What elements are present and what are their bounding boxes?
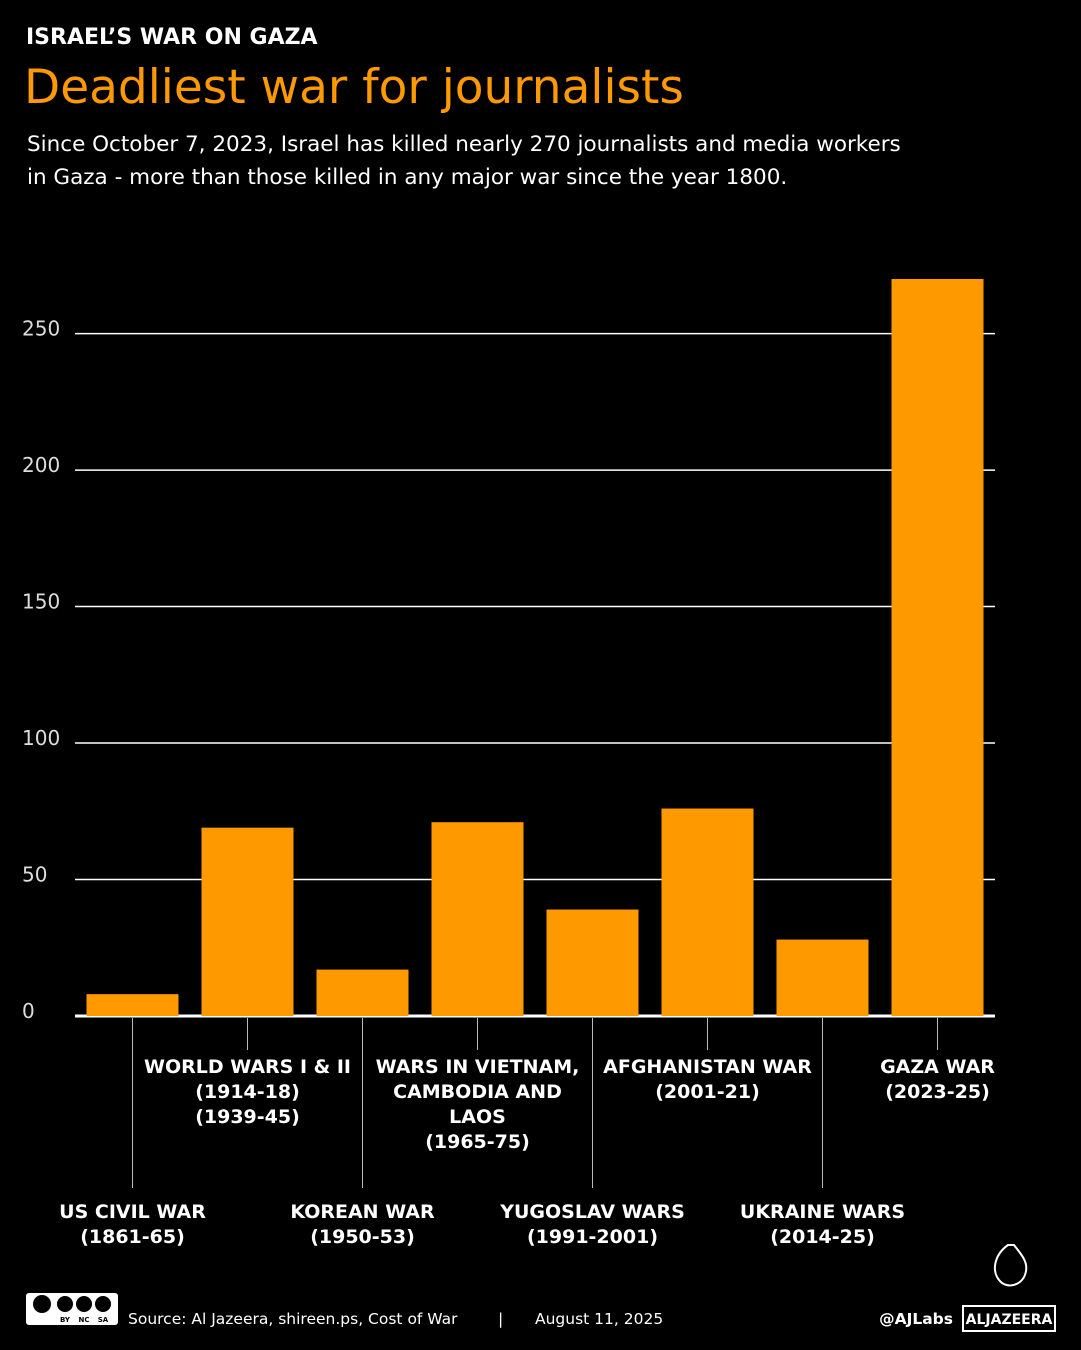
logo-box: [962, 1305, 1056, 1332]
x-tick-label: GAZA WAR: [880, 1056, 995, 1078]
y-tick-label: 0: [22, 999, 35, 1023]
x-tick-label: (2014-25): [770, 1226, 875, 1248]
y-tick-label: 250: [22, 317, 60, 341]
separator: |: [498, 1310, 503, 1328]
bar: [661, 808, 754, 1016]
x-tick-label: UKRAINE WARS: [740, 1201, 905, 1223]
x-tick-label: (1914-18): [195, 1081, 300, 1103]
subtitle: Since October 7, 2023, Israel has killed…: [27, 132, 901, 157]
bar: [431, 822, 524, 1016]
license-label: BY: [60, 1316, 71, 1324]
y-tick-label: 100: [22, 726, 60, 750]
x-tick-label: (1965-75): [425, 1131, 530, 1153]
license-badge: BY NC SA: [26, 1293, 118, 1325]
logo: ALJAZEERA: [966, 1312, 1053, 1328]
x-tick-label: (1950-53): [310, 1226, 415, 1248]
kicker: ISRAEL’S WAR ON GAZA: [26, 25, 318, 50]
x-tick-label: (2001-21): [655, 1081, 760, 1103]
bar: [86, 994, 179, 1016]
by-icon: [57, 1296, 73, 1312]
y-tick-label: 50: [22, 863, 47, 887]
bar: [891, 279, 984, 1016]
x-tick-label: LAOS: [449, 1106, 506, 1128]
x-tick-label: (1939-45): [195, 1106, 300, 1128]
x-tick-label: KOREAN WAR: [290, 1201, 435, 1223]
license-label: SA: [98, 1316, 109, 1324]
chart-title: Deadliest war for journalists: [24, 60, 684, 115]
x-tick-label: WARS IN VIETNAM,: [376, 1056, 580, 1078]
handle: @AJLabs: [879, 1310, 953, 1328]
license-label: NC: [79, 1316, 90, 1324]
date: August 11, 2025: [535, 1310, 663, 1328]
bar: [201, 827, 294, 1016]
x-tick-label: (1991-2001): [527, 1226, 658, 1248]
x-tick-label: (1861-65): [80, 1226, 185, 1248]
x-tick-label: (2023-25): [885, 1081, 990, 1103]
x-tick-label: US CIVIL WAR: [59, 1201, 206, 1223]
source: Source: Al Jazeera, shireen.ps, Cost of …: [128, 1310, 458, 1328]
bar: [776, 939, 869, 1016]
sa-icon: [95, 1296, 111, 1312]
x-tick-label: YUGOSLAV WARS: [499, 1201, 685, 1223]
y-tick-label: 200: [22, 453, 60, 477]
x-tick-label: WORLD WARS I & II: [144, 1056, 351, 1078]
bar: [316, 969, 409, 1016]
logo-emblem: [993, 1244, 1028, 1287]
x-tick-label: AFGHANISTAN WAR: [603, 1056, 812, 1078]
bar: [546, 909, 639, 1016]
nc-icon: [76, 1296, 92, 1312]
x-tick-label: CAMBODIA AND: [393, 1081, 562, 1103]
cc-icon: [33, 1295, 51, 1313]
y-tick-label: 150: [22, 590, 60, 614]
subtitle: in Gaza - more than those killed in any …: [27, 165, 787, 190]
